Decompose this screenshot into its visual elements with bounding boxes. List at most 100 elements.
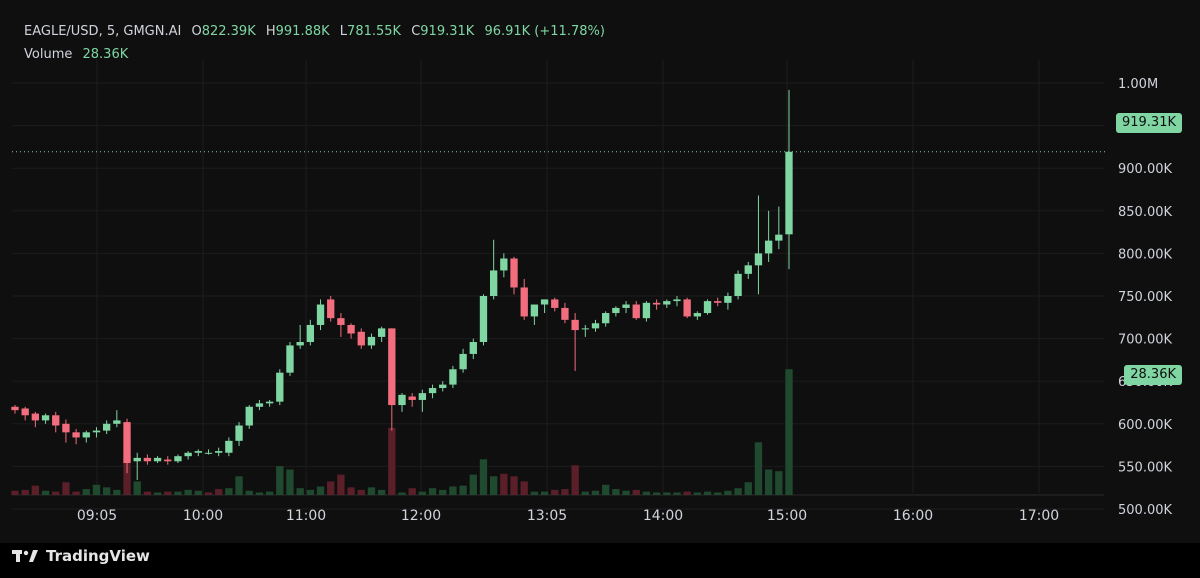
x-tick-label: 12:00 [401,508,441,524]
candle-body [265,401,274,404]
volume-bar [194,490,202,495]
candle-body [520,287,528,317]
legend-close-label: C [411,24,421,39]
candle-body [602,313,610,324]
volume-bar [459,485,467,495]
x-tick-label: 14:00 [643,508,683,524]
candle-body [734,273,742,296]
candle-body [174,456,182,462]
candle-body [235,425,243,441]
volume-bar [82,489,90,495]
volume-bar [235,476,243,495]
candle-body [388,328,396,406]
volume-bar [785,369,793,495]
volume-bar [489,476,498,495]
volume-bar [449,486,457,495]
volume-bar [306,489,315,495]
volume-bar [164,491,172,495]
volume-bar [255,492,264,495]
volume-bar [775,471,783,495]
volume-bar [439,489,447,495]
legend-open-label: O [191,24,202,39]
candle-body [21,408,29,416]
candle-body [683,299,691,317]
candle-body [642,302,651,319]
candle-body [785,151,793,235]
volume-bar [703,491,712,495]
candle-body [632,304,640,319]
volume-bar [41,490,50,495]
volume-bar [591,490,600,495]
volume-bar [551,489,559,495]
volume-bar [184,489,192,495]
x-tick-label: 16:00 [893,508,933,524]
y-tick-label: 900.00K [1118,162,1172,177]
volume-bar [102,487,111,495]
candle-body [347,324,355,334]
volume-bar [744,482,752,495]
legend-open: 822.39K [201,24,256,39]
candle-body [276,372,284,402]
volume-bar [500,473,508,495]
chart-area[interactable]: 1.00M950.00K900.00K850.00K800.00K750.00K… [0,0,1200,543]
candlestick-chart[interactable]: 1.00M950.00K900.00K850.00K800.00K750.00K… [0,0,1200,543]
y-tick-label: 850.00K [1118,205,1172,220]
candle-body [164,459,172,462]
candle-body [306,324,315,343]
volume-bar [612,489,620,495]
candle-body [428,388,437,394]
volume-bar [418,491,427,495]
candle-body [652,302,661,305]
candle-body [286,345,294,373]
candle-body [102,423,111,431]
candle-body [215,451,223,453]
volume-bar [21,489,29,495]
volume-bar [225,488,233,495]
x-tick-label: 10:00 [183,508,223,524]
volume-bar [663,492,671,495]
volume-bar [123,452,131,495]
candle-body [143,457,152,462]
candle-body [225,440,233,453]
candle-body [296,342,304,346]
candle-body [469,342,477,354]
candle-body [377,328,386,337]
candle-body [530,304,539,317]
legend-volume-label: Volume [24,47,73,62]
candle-body [194,451,202,453]
x-tick-label: 11:00 [286,508,326,524]
last-price-tag: 919.31K [1115,113,1182,133]
candle-body [561,307,569,320]
tradingview-attribution[interactable]: TradingView [12,545,150,567]
volume-bar [174,491,182,495]
candle-body [754,253,763,266]
volume-bar [724,490,732,495]
candle-body [316,304,325,325]
candle-body [72,432,80,438]
volume-bar [133,481,141,495]
candle-body [703,301,712,314]
candle-body [744,265,752,274]
volume-bar [632,489,640,495]
y-tick-label: 800.00K [1118,247,1172,262]
legend-symbol: EAGLE/USD, 5, GMGN.AI [24,24,182,39]
candle-body [724,296,732,303]
candle-body [398,394,406,406]
volume-bar [693,492,702,495]
y-tick-label: 700.00K [1118,333,1172,348]
volume-bar [11,490,19,495]
y-tick-label: 500.00K [1118,503,1172,518]
y-tick-label: 600.00K [1118,418,1172,433]
candle-body [591,323,600,329]
volume-bar [296,488,304,495]
volume-bar [286,469,294,495]
candle-body [184,452,192,457]
candle-body [581,328,589,330]
candle-body [31,413,40,421]
volume-bar [316,486,325,495]
x-tick-label: 09:05 [77,508,117,524]
candle-body [449,369,457,385]
volume-bar [540,491,549,495]
tradingview-brand: TradingView [46,547,150,565]
volume-bar [72,491,80,495]
